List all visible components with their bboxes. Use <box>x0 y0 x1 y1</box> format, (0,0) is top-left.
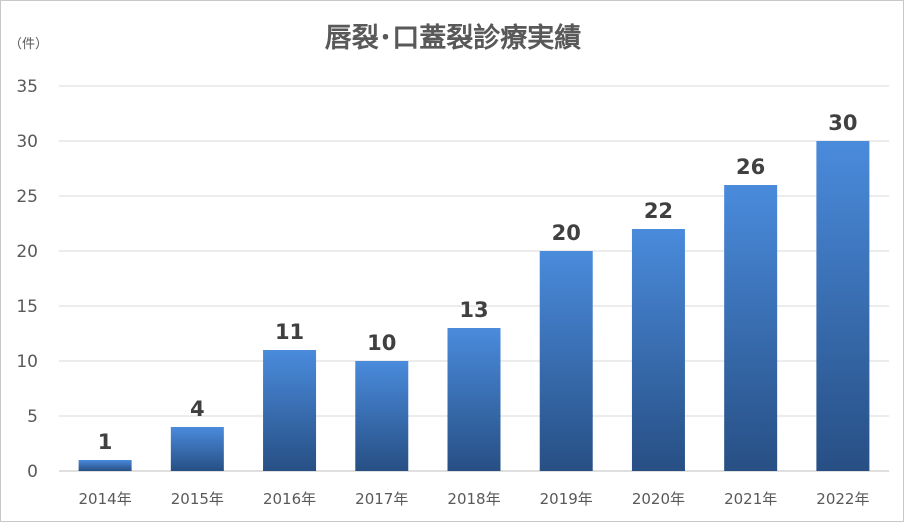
x-axis-ticks: 2014年 2015年 2016年 2017年 2018年 2019年 2020年 2021年… <box>79 490 870 508</box>
y-tick-label: 35 <box>16 77 38 97</box>
x-tick-label: 2019年 <box>540 490 593 508</box>
x-tick-label: 2014年 <box>79 490 132 508</box>
bar <box>355 361 409 471</box>
x-tick-label: 2021年 <box>724 490 777 508</box>
y-axis-unit-label: （件） <box>9 37 48 52</box>
y-axis-ticks: 0 5 10 15 20 25 30 35 <box>16 77 38 482</box>
bar <box>724 185 778 471</box>
x-tick-label: 2020年 <box>632 490 685 508</box>
bar <box>447 328 501 471</box>
data-label: 22 <box>644 199 673 223</box>
data-label: 26 <box>736 155 765 179</box>
x-tick-label: 2017年 <box>355 490 408 508</box>
x-tick-label: 2016年 <box>263 490 316 508</box>
data-labels: 1 4 11 10 13 20 22 26 30 <box>98 111 858 454</box>
y-tick-label: 25 <box>16 187 38 207</box>
y-tick-label: 15 <box>16 297 38 317</box>
x-tick-label: 2018年 <box>447 490 500 508</box>
bar <box>631 229 685 471</box>
chart-title: 唇裂･口蓋裂診療実績 <box>325 22 582 54</box>
bars <box>78 141 870 471</box>
bar <box>263 350 317 471</box>
data-label: 1 <box>98 430 113 454</box>
x-tick-label: 2015年 <box>171 490 224 508</box>
data-label: 4 <box>190 397 205 421</box>
bar <box>170 427 224 471</box>
y-tick-label: 5 <box>27 407 38 427</box>
bar <box>816 141 870 471</box>
y-tick-label: 0 <box>27 462 38 482</box>
x-tick-label: 2022年 <box>816 490 869 508</box>
data-label: 13 <box>459 298 488 322</box>
y-tick-label: 20 <box>16 242 38 262</box>
bar <box>78 460 132 471</box>
data-label: 10 <box>367 331 396 355</box>
bar <box>539 251 593 471</box>
data-label: 20 <box>552 221 581 245</box>
data-label: 11 <box>275 320 304 344</box>
y-tick-label: 30 <box>16 132 38 152</box>
data-label: 30 <box>828 111 857 135</box>
y-tick-label: 10 <box>16 352 38 372</box>
